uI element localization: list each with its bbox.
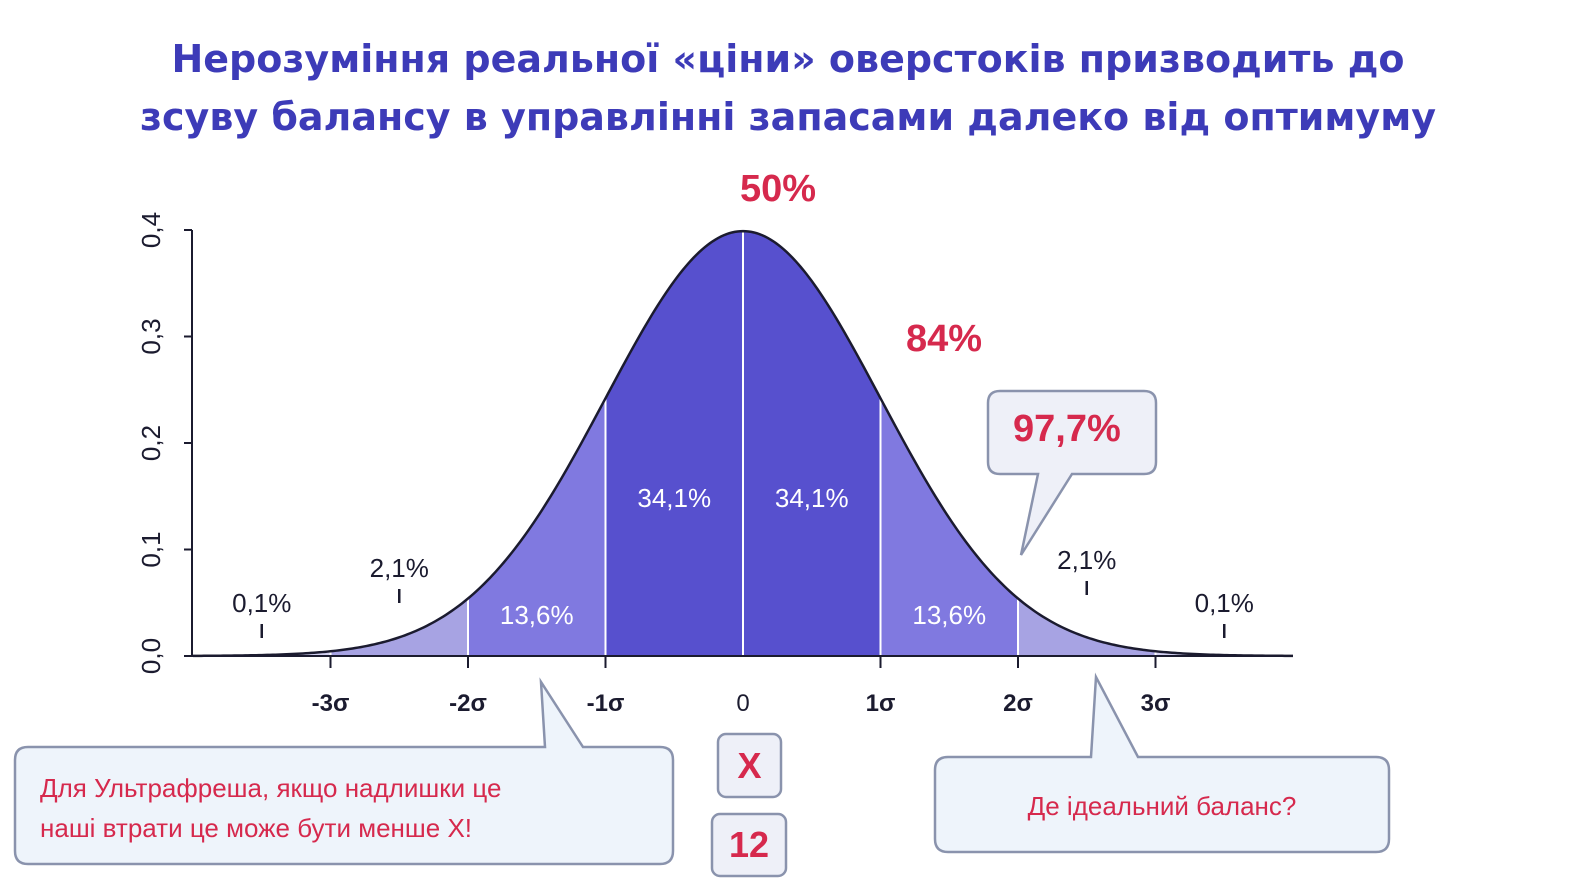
left-callout-line-2: наші втрати це може бути менше X! bbox=[40, 813, 473, 843]
band-label-7: 0,1% bbox=[1195, 588, 1254, 618]
cumulative-97-label: 97,7% bbox=[1013, 408, 1121, 450]
left-callout-text: Для Ультрафреша, якщо надлишки це наші в… bbox=[40, 768, 660, 848]
y-tick-label-1: 0,1 bbox=[136, 531, 166, 567]
x-tick-label-1: -2σ bbox=[449, 690, 487, 717]
sigma-dividers bbox=[329, 232, 1157, 656]
band-label-4: 34,1% bbox=[775, 483, 849, 513]
band-labels: 0,1% 2,1% 13,6% 34,1% 34,1% 13,6% 2,1% 0,1% bbox=[232, 483, 1254, 638]
y-tick-label-4: 0,4 bbox=[136, 212, 166, 248]
left-callout-line-1: Для Ультрафреша, якщо надлишки це bbox=[40, 773, 502, 803]
band-label-1: 2,1% bbox=[370, 553, 429, 583]
y-tick-label-2: 0,2 bbox=[136, 425, 166, 461]
right-callout-bubble bbox=[933, 672, 1391, 854]
axes: 0,0 0,1 0,2 0,3 0,4 -3σ -2σ -1σ 0 1σ 2σ 3σ bbox=[136, 212, 1279, 717]
title-line-2: зсуву балансу в управлінні запасами дале… bbox=[139, 95, 1437, 139]
right-callout-text: Де ідеальний баланс? bbox=[1027, 791, 1297, 821]
top-callout-bubble bbox=[986, 389, 1158, 556]
band-label-3: 34,1% bbox=[637, 483, 711, 513]
x-tick-label-6: 3σ bbox=[1141, 690, 1171, 717]
band-label-0: 0,1% bbox=[232, 588, 291, 618]
band-label-2: 13,6% bbox=[500, 600, 574, 630]
x-tick-label-2: -1σ bbox=[587, 690, 625, 717]
cumulative-50-label: 50% bbox=[740, 168, 817, 210]
band-area-3 bbox=[605, 231, 743, 656]
bell-curve bbox=[192, 229, 1294, 658]
title-line-1: Нерозуміння реальної «ціни» оверстоків п… bbox=[171, 37, 1405, 81]
x-tick-label-5: 2σ bbox=[1003, 690, 1033, 717]
x-marker-box bbox=[716, 732, 783, 799]
band-label-5: 13,6% bbox=[912, 600, 986, 630]
x-tick-label-3: 0 bbox=[736, 690, 749, 717]
y-tick-label-3: 0,3 bbox=[136, 318, 166, 354]
band-area-6 bbox=[1018, 598, 1156, 656]
band-area-4 bbox=[743, 231, 881, 656]
x-tick-label-4: 1σ bbox=[866, 690, 896, 717]
band-label-6: 2,1% bbox=[1057, 545, 1116, 575]
x-tick-label-0: -3σ bbox=[312, 690, 350, 717]
chart-title: Нерозуміння реальної «ціни» оверстоків п… bbox=[0, 30, 1576, 146]
cumulative-84-label: 84% bbox=[906, 318, 983, 360]
number-marker-box bbox=[710, 812, 788, 878]
x-marker-label: X bbox=[737, 744, 762, 786]
left-callout-bubble bbox=[13, 677, 675, 866]
y-tick-label-0: 0,0 bbox=[136, 638, 166, 674]
number-marker-label: 12 bbox=[728, 824, 770, 865]
band-area-1 bbox=[330, 598, 468, 656]
